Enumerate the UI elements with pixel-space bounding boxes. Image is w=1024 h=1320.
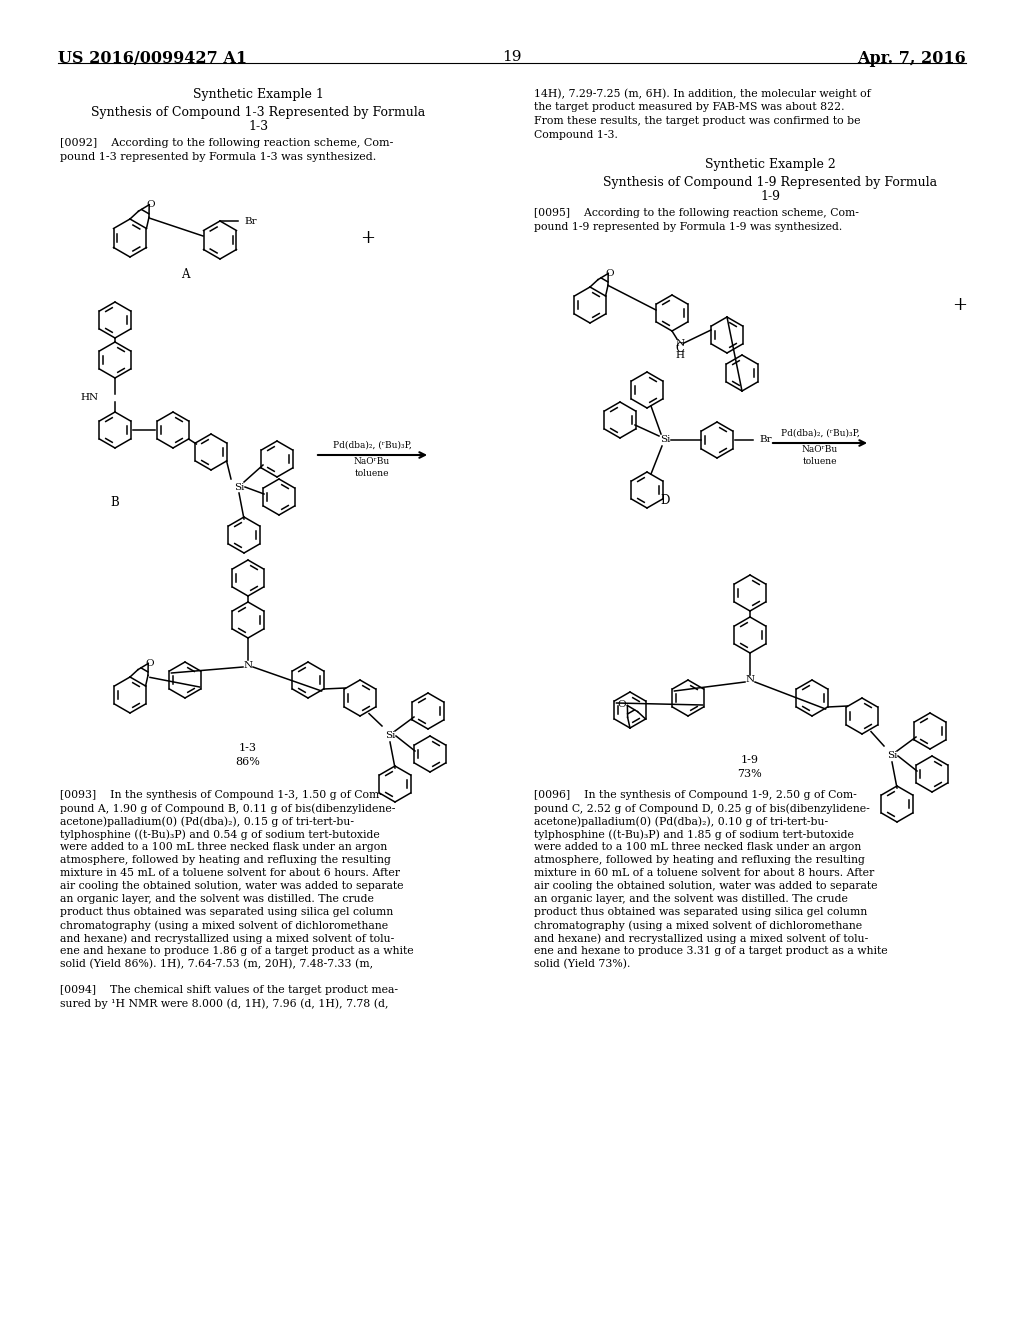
Text: an organic layer, and the solvent was distilled. The crude: an organic layer, and the solvent was di… [534, 894, 848, 904]
Text: pound 1-9 represented by Formula 1-9 was synthesized.: pound 1-9 represented by Formula 1-9 was… [534, 222, 843, 232]
Text: B: B [111, 495, 120, 508]
Text: air cooling the obtained solution, water was added to separate: air cooling the obtained solution, water… [534, 880, 878, 891]
Text: [0095]    According to the following reaction scheme, Com-: [0095] According to the following reacti… [534, 209, 859, 218]
Text: 1-9: 1-9 [741, 755, 759, 766]
Text: Si: Si [659, 436, 670, 445]
Text: chromatography (using a mixed solvent of dichloromethane: chromatography (using a mixed solvent of… [60, 920, 388, 931]
Text: air cooling the obtained solution, water was added to separate: air cooling the obtained solution, water… [60, 880, 403, 891]
Text: ene and hexane to produce 1.86 g of a target product as a white: ene and hexane to produce 1.86 g of a ta… [60, 946, 414, 956]
Text: and hexane) and recrystallized using a mixed solvent of tolu-: and hexane) and recrystallized using a m… [534, 933, 868, 944]
Text: were added to a 100 mL three necked flask under an argon: were added to a 100 mL three necked flas… [60, 842, 387, 851]
Text: solid (Yield 73%).: solid (Yield 73%). [534, 960, 631, 969]
Text: N: N [244, 660, 253, 669]
Text: O: O [145, 201, 155, 210]
Text: an organic layer, and the solvent was distilled. The crude: an organic layer, and the solvent was di… [60, 894, 374, 904]
Text: From these results, the target product was confirmed to be: From these results, the target product w… [534, 116, 860, 125]
Text: 86%: 86% [236, 756, 260, 767]
Text: solid (Yield 86%). 1H), 7.64-7.53 (m, 20H), 7.48-7.33 (m,: solid (Yield 86%). 1H), 7.64-7.53 (m, 20… [60, 960, 373, 969]
Text: sured by ¹H NMR were 8.000 (d, 1H), 7.96 (d, 1H), 7.78 (d,: sured by ¹H NMR were 8.000 (d, 1H), 7.96… [60, 998, 388, 1008]
Text: US 2016/0099427 A1: US 2016/0099427 A1 [58, 50, 247, 67]
Text: +: + [360, 228, 376, 247]
Text: NaOʳBu: NaOʳBu [354, 457, 390, 466]
Text: Pd(dba)₂, (ʳBu)₃P,: Pd(dba)₂, (ʳBu)₃P, [333, 441, 412, 450]
Text: HN: HN [81, 393, 99, 403]
Text: O: O [144, 659, 154, 668]
Text: Synthesis of Compound 1-9 Represented by Formula: Synthesis of Compound 1-9 Represented by… [603, 176, 937, 189]
Text: product thus obtained was separated using silica gel column: product thus obtained was separated usin… [60, 907, 393, 917]
Text: pound C, 2.52 g of Compound D, 0.25 g of bis(dibenzylidene-: pound C, 2.52 g of Compound D, 0.25 g of… [534, 803, 869, 813]
Text: chromatography (using a mixed solvent of dichloromethane: chromatography (using a mixed solvent of… [534, 920, 862, 931]
Text: Si: Si [385, 731, 395, 741]
Text: +: + [952, 296, 968, 314]
Text: Si: Si [233, 483, 244, 491]
Text: were added to a 100 mL three necked flask under an argon: were added to a 100 mL three necked flas… [534, 842, 861, 851]
Text: 1-3: 1-3 [239, 743, 257, 752]
Text: acetone)palladium(0) (Pd(dba)₂), 0.10 g of tri-tert-bu-: acetone)palladium(0) (Pd(dba)₂), 0.10 g … [534, 816, 828, 826]
Text: H: H [676, 351, 684, 359]
Text: the target product measured by FAB-MS was about 822.: the target product measured by FAB-MS wa… [534, 102, 845, 112]
Text: and hexane) and recrystallized using a mixed solvent of tolu-: and hexane) and recrystallized using a m… [60, 933, 394, 944]
Text: 73%: 73% [737, 770, 763, 779]
Text: Br: Br [759, 436, 772, 445]
Text: product thus obtained was separated using silica gel column: product thus obtained was separated usin… [534, 907, 867, 917]
Text: [0093]    In the synthesis of Compound 1-3, 1.50 g of Com-: [0093] In the synthesis of Compound 1-3,… [60, 789, 383, 800]
Text: O: O [605, 269, 613, 279]
Text: Synthetic Example 2: Synthetic Example 2 [705, 158, 836, 172]
Text: Synthesis of Compound 1-3 Represented by Formula: Synthesis of Compound 1-3 Represented by… [91, 106, 425, 119]
Text: N: N [745, 676, 755, 685]
Text: toluene: toluene [803, 457, 838, 466]
Text: tylphosphine ((t-Bu)₃P) and 0.54 g of sodium tert-butoxide: tylphosphine ((t-Bu)₃P) and 0.54 g of so… [60, 829, 380, 840]
Text: O: O [617, 700, 626, 709]
Text: [0094]    The chemical shift values of the target product mea-: [0094] The chemical shift values of the … [60, 985, 398, 995]
Text: mixture in 60 mL of a toluene solvent for about 8 hours. After: mixture in 60 mL of a toluene solvent fo… [534, 869, 874, 878]
Text: mixture in 45 mL of a toluene solvent for about 6 hours. After: mixture in 45 mL of a toluene solvent fo… [60, 869, 400, 878]
Text: C: C [676, 342, 684, 355]
Text: A: A [181, 268, 189, 281]
Text: pound A, 1.90 g of Compound B, 0.11 g of bis(dibenzylidene-: pound A, 1.90 g of Compound B, 0.11 g of… [60, 803, 395, 813]
Text: pound 1-3 represented by Formula 1-3 was synthesized.: pound 1-3 represented by Formula 1-3 was… [60, 152, 376, 162]
Text: Synthetic Example 1: Synthetic Example 1 [193, 88, 324, 102]
Text: D: D [660, 494, 670, 507]
Text: Apr. 7, 2016: Apr. 7, 2016 [857, 50, 966, 67]
Text: N: N [676, 338, 685, 347]
Text: 14H), 7.29-7.25 (m, 6H). In addition, the molecular weight of: 14H), 7.29-7.25 (m, 6H). In addition, th… [534, 88, 870, 99]
Text: atmosphere, followed by heating and refluxing the resulting: atmosphere, followed by heating and refl… [534, 855, 865, 865]
Text: ene and hexane to produce 3.31 g of a target product as a white: ene and hexane to produce 3.31 g of a ta… [534, 946, 888, 956]
Text: NaOʳBu: NaOʳBu [802, 445, 838, 454]
Text: [0096]    In the synthesis of Compound 1-9, 2.50 g of Com-: [0096] In the synthesis of Compound 1-9,… [534, 789, 857, 800]
Text: tylphosphine ((t-Bu)₃P) and 1.85 g of sodium tert-butoxide: tylphosphine ((t-Bu)₃P) and 1.85 g of so… [534, 829, 854, 840]
Text: atmosphere, followed by heating and refluxing the resulting: atmosphere, followed by heating and refl… [60, 855, 391, 865]
Text: [0092]    According to the following reaction scheme, Com-: [0092] According to the following reacti… [60, 139, 393, 148]
Text: 19: 19 [502, 50, 522, 63]
Text: Br: Br [244, 216, 257, 226]
Text: toluene: toluene [354, 469, 389, 478]
Text: Si: Si [887, 751, 897, 760]
Text: 1-3: 1-3 [248, 120, 268, 133]
Text: 1-9: 1-9 [760, 190, 780, 203]
Text: acetone)palladium(0) (Pd(dba)₂), 0.15 g of tri-tert-bu-: acetone)palladium(0) (Pd(dba)₂), 0.15 g … [60, 816, 354, 826]
Text: Compound 1-3.: Compound 1-3. [534, 129, 617, 140]
Text: Pd(dba)₂, (ʳBu)₃P,: Pd(dba)₂, (ʳBu)₃P, [780, 429, 859, 438]
